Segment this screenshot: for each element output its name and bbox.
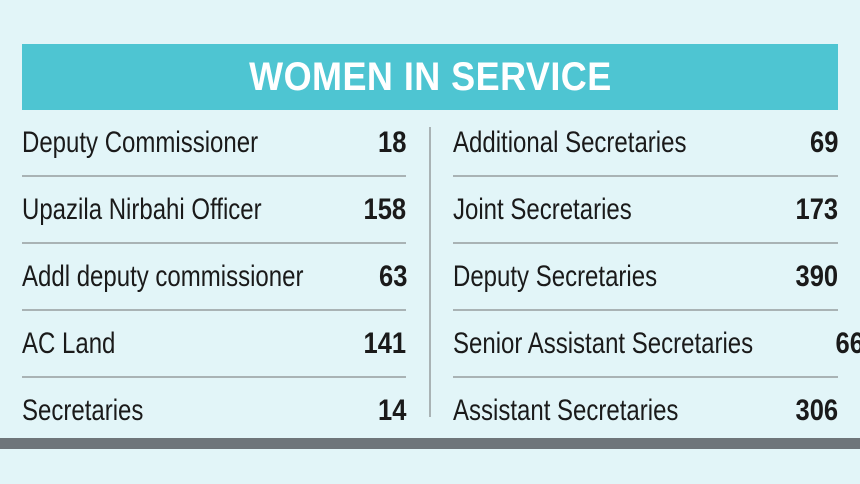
row-label: Secretaries <box>22 393 144 427</box>
row-label: Joint Secretaries <box>453 192 632 226</box>
chart-title: WOMEN IN SERVICE <box>248 54 612 99</box>
row-value: 14 <box>377 393 406 427</box>
row-value: 63 <box>378 259 408 293</box>
table-row: Deputy Commissioner 18 <box>22 110 406 177</box>
row-value: 69 <box>809 125 838 159</box>
row-label: Senior Assistant Secretaries <box>453 326 754 360</box>
row-value: 306 <box>795 393 838 427</box>
row-value: 390 <box>795 259 838 293</box>
row-label: Deputy Commissioner <box>22 125 259 159</box>
table-row: Deputy Secretaries 390 <box>453 244 838 311</box>
row-label: Addl deputy commissioner <box>22 259 304 293</box>
row-value: 141 <box>363 326 406 360</box>
table-row: Upazila Nirbahi Officer 158 <box>22 177 406 244</box>
row-value: 158 <box>363 192 406 226</box>
column-divider <box>429 127 431 417</box>
table-row: Additional Secretaries 69 <box>453 110 838 177</box>
row-label: Upazila Nirbahi Officer <box>22 192 262 226</box>
table-row: Joint Secretaries 173 <box>453 177 838 244</box>
table-row: Addl deputy commissioner 63 <box>22 244 408 311</box>
row-label: Additional Secretaries <box>453 125 687 159</box>
row-value: 173 <box>795 192 838 226</box>
right-column: Additional Secretaries 69 Joint Secretar… <box>453 110 860 430</box>
left-column: Deputy Commissioner 18 Upazila Nirbahi O… <box>22 110 408 430</box>
row-label: AC Land <box>22 326 116 360</box>
table-row: Secretaries 14 <box>22 378 406 443</box>
row-value: 18 <box>377 125 406 159</box>
row-label: Deputy Secretaries <box>453 259 658 293</box>
bottom-bar <box>0 438 860 449</box>
table-row: AC Land 141 <box>22 311 406 378</box>
row-label: Assistant Secretaries <box>453 393 679 427</box>
row-value: 668 <box>835 326 860 360</box>
table-row: Assistant Secretaries 306 <box>453 378 838 443</box>
table-row: Senior Assistant Secretaries 668 <box>453 311 860 378</box>
title-banner: WOMEN IN SERVICE <box>22 44 838 110</box>
